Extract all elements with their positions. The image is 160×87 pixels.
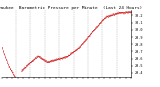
Title: Milwaukee  Barometric Pressure per Minute  (Last 24 Hours): Milwaukee Barometric Pressure per Minute… bbox=[0, 6, 143, 10]
